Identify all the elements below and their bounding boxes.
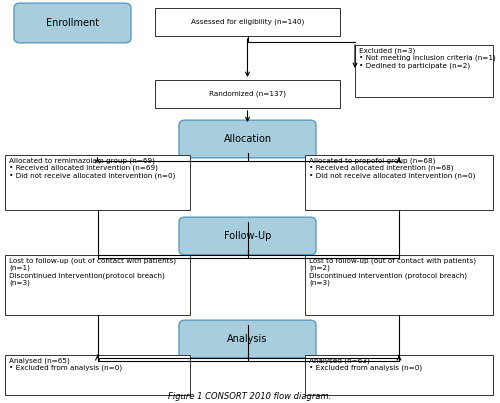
FancyBboxPatch shape bbox=[155, 8, 340, 36]
Text: Assessed for eligibility (n=140): Assessed for eligibility (n=140) bbox=[191, 19, 304, 25]
FancyBboxPatch shape bbox=[5, 255, 190, 315]
Text: Lost to follow-up (out of contact with patients)
(n=2)
Discontinued intervention: Lost to follow-up (out of contact with p… bbox=[309, 257, 476, 286]
Text: Analysis: Analysis bbox=[228, 334, 268, 344]
FancyBboxPatch shape bbox=[179, 217, 316, 255]
Text: Analysed (n=65)
• Excluded from analysis (n=0): Analysed (n=65) • Excluded from analysis… bbox=[9, 357, 122, 371]
FancyBboxPatch shape bbox=[5, 355, 190, 395]
FancyBboxPatch shape bbox=[179, 120, 316, 158]
FancyBboxPatch shape bbox=[305, 355, 493, 395]
Text: Enrollment: Enrollment bbox=[46, 18, 99, 28]
Text: Excluded (n=3)
• Not meeting inclusion criteria (n=1)
• Dedined to participate (: Excluded (n=3) • Not meeting inclusion c… bbox=[359, 47, 496, 69]
Text: Allocated to remimazolam group (n=69)
• Received allocated intervention (n=69)
•: Allocated to remimazolam group (n=69) • … bbox=[9, 157, 175, 179]
FancyBboxPatch shape bbox=[14, 3, 131, 43]
Text: Allocated to propofol group (n=68)
• Received allocated interention (n=68)
• Did: Allocated to propofol group (n=68) • Rec… bbox=[309, 157, 476, 179]
FancyBboxPatch shape bbox=[5, 155, 190, 210]
Text: Lost to follow-up (out of contact with patients)
(n=1)
Discontinued intervention: Lost to follow-up (out of contact with p… bbox=[9, 257, 176, 286]
Text: Randomized (n=137): Randomized (n=137) bbox=[209, 91, 286, 97]
Text: Analysed (n=63)
• Excluded from analysis (n=0): Analysed (n=63) • Excluded from analysis… bbox=[309, 357, 422, 371]
Text: Allocation: Allocation bbox=[224, 134, 272, 144]
FancyBboxPatch shape bbox=[155, 80, 340, 108]
FancyBboxPatch shape bbox=[305, 155, 493, 210]
FancyBboxPatch shape bbox=[305, 255, 493, 315]
Text: Follow-Up: Follow-Up bbox=[224, 231, 271, 241]
Text: Figure 1 CONSORT 2010 flow diagram.: Figure 1 CONSORT 2010 flow diagram. bbox=[168, 392, 332, 401]
FancyBboxPatch shape bbox=[355, 45, 493, 97]
FancyBboxPatch shape bbox=[179, 320, 316, 358]
